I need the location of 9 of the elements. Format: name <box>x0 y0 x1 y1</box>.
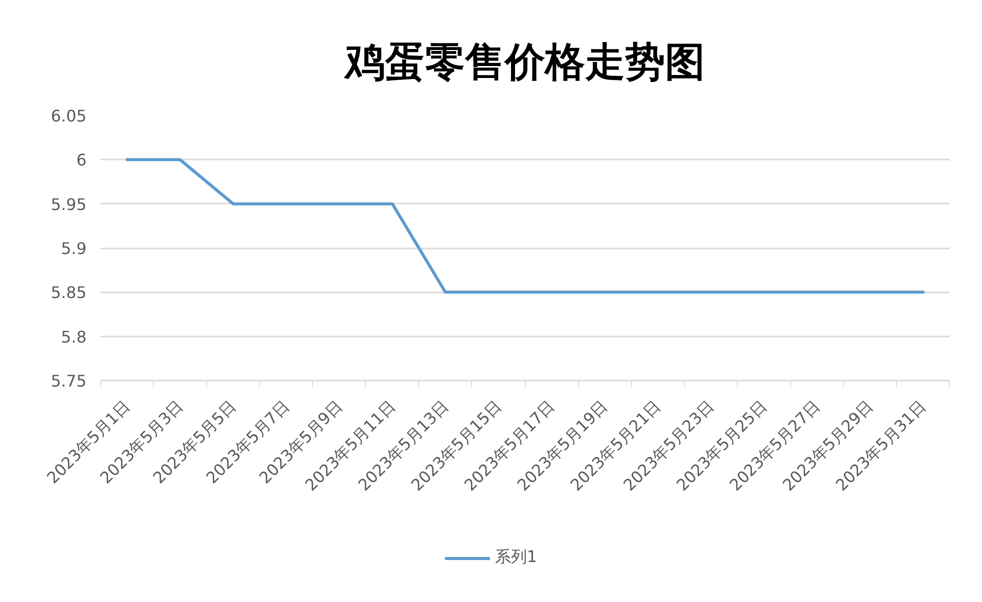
y-tick-label: 5.9 <box>61 239 87 258</box>
y-tick-label: 6.05 <box>50 106 86 126</box>
chart-title: 鸡蛋零售价格走势图 <box>343 40 705 86</box>
y-tick-label: 5.8 <box>61 327 87 346</box>
legend-label: 系列1 <box>494 547 538 568</box>
y-tick-label: 5.75 <box>50 372 86 390</box>
y-tick-label: 6 <box>76 150 87 170</box>
y-tick-label: 5.85 <box>50 283 86 302</box>
y-tick-label: 5.95 <box>50 194 86 214</box>
